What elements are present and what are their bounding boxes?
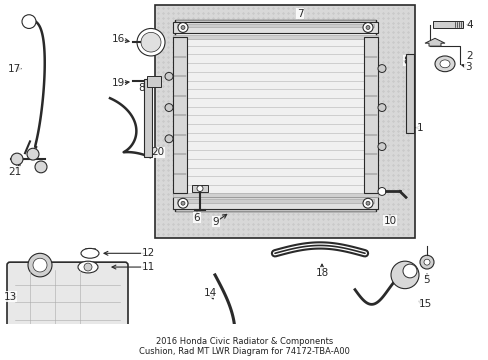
Circle shape	[377, 143, 385, 150]
Text: 10: 10	[383, 216, 396, 226]
Text: 4: 4	[466, 19, 472, 30]
Text: 18: 18	[315, 268, 328, 278]
Circle shape	[164, 104, 173, 112]
Bar	[173, 35, 377, 39]
FancyBboxPatch shape	[7, 262, 128, 351]
Bar	[192, 185, 207, 193]
Circle shape	[141, 32, 161, 52]
Circle shape	[35, 161, 47, 173]
Circle shape	[377, 104, 385, 112]
Circle shape	[137, 28, 164, 56]
Bar	[177, 199, 373, 203]
Text: 9: 9	[212, 217, 219, 227]
Text: 6: 6	[193, 213, 200, 223]
Circle shape	[181, 201, 184, 205]
Bar	[147, 76, 161, 87]
Ellipse shape	[81, 248, 99, 258]
Circle shape	[178, 198, 187, 208]
Circle shape	[362, 23, 372, 32]
Text: 8: 8	[139, 84, 145, 93]
Circle shape	[362, 198, 372, 208]
Text: 2016 Honda Civic Radiator & Components
Cushion, Rad MT LWR Diagram for 74172-TBA: 2016 Honda Civic Radiator & Components C…	[139, 337, 349, 356]
Text: 14: 14	[203, 288, 216, 298]
Text: 16: 16	[111, 34, 124, 44]
Text: 21: 21	[8, 167, 21, 177]
Bar	[175, 20, 375, 211]
FancyArrow shape	[424, 38, 444, 46]
Circle shape	[423, 259, 429, 265]
Circle shape	[390, 261, 418, 289]
Bar	[173, 193, 377, 197]
Text: 2: 2	[466, 51, 472, 61]
Text: 11: 11	[141, 262, 154, 272]
Text: 3: 3	[464, 62, 470, 72]
Circle shape	[178, 23, 187, 32]
Circle shape	[28, 253, 52, 277]
Text: 8: 8	[403, 56, 409, 66]
Circle shape	[377, 188, 385, 195]
Bar	[173, 37, 186, 193]
Circle shape	[164, 72, 173, 80]
Text: 19: 19	[111, 78, 124, 89]
Circle shape	[27, 148, 39, 160]
Circle shape	[22, 15, 36, 28]
Text: 17: 17	[7, 64, 20, 74]
Bar	[155, 5, 414, 238]
Circle shape	[181, 26, 184, 30]
Ellipse shape	[78, 261, 98, 273]
Text: 20: 20	[151, 147, 164, 157]
Text: 13: 13	[3, 292, 17, 302]
Circle shape	[365, 26, 369, 30]
Ellipse shape	[439, 60, 449, 68]
Text: 5: 5	[423, 275, 429, 285]
Circle shape	[33, 258, 47, 272]
Circle shape	[402, 264, 416, 278]
Ellipse shape	[434, 56, 454, 72]
Bar	[432, 21, 462, 28]
Circle shape	[84, 263, 92, 271]
Bar	[405, 54, 413, 132]
Circle shape	[197, 185, 203, 192]
Bar	[177, 23, 373, 27]
Circle shape	[11, 153, 23, 165]
Bar	[363, 37, 377, 193]
Bar	[173, 197, 377, 209]
Bar	[173, 22, 377, 33]
Text: 15: 15	[418, 300, 431, 309]
Circle shape	[419, 255, 433, 269]
Text: 7: 7	[296, 9, 303, 19]
Circle shape	[377, 64, 385, 72]
Circle shape	[365, 201, 369, 205]
Bar	[143, 78, 152, 157]
Text: 12: 12	[141, 248, 154, 258]
Bar	[60, 348, 75, 360]
Circle shape	[164, 135, 173, 143]
Text: 1: 1	[416, 123, 423, 132]
